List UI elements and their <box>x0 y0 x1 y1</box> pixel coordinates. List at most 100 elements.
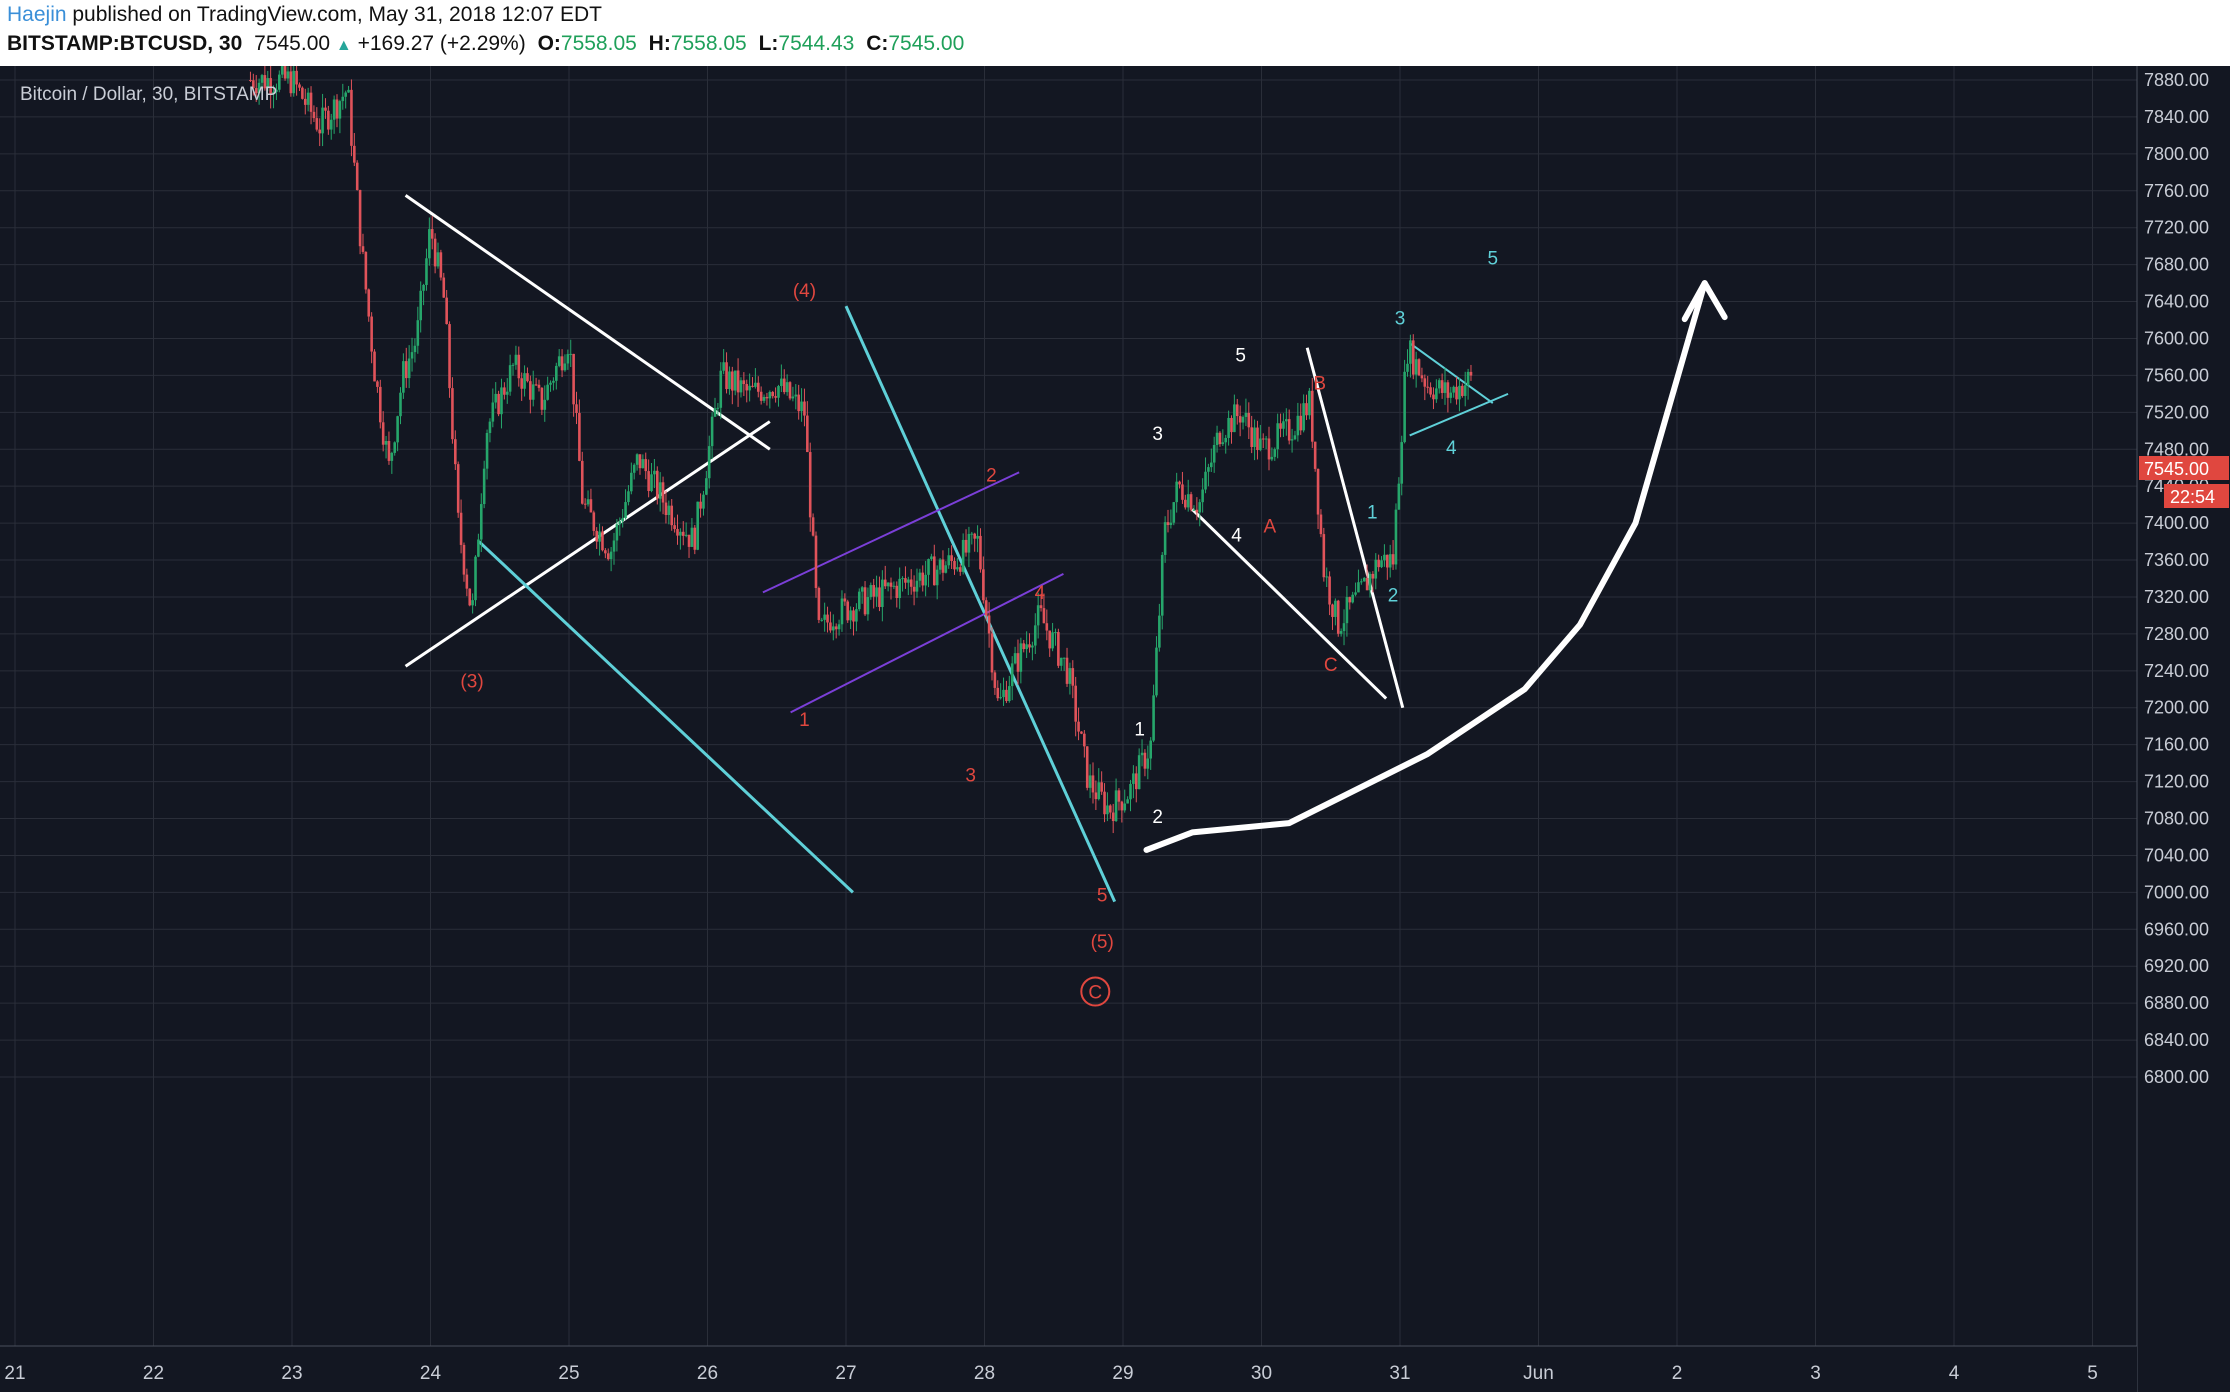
wave-label: C <box>1324 655 1338 676</box>
candle-body <box>664 502 668 516</box>
author-link[interactable]: Haejin <box>7 3 67 26</box>
low-label: L: <box>758 32 779 55</box>
candle-body <box>1224 437 1228 443</box>
candle-body <box>1207 467 1210 472</box>
candle-body <box>1348 597 1352 603</box>
candle-body <box>679 531 682 536</box>
candle-body <box>1463 385 1467 396</box>
candle-body <box>935 569 939 586</box>
price-tick-label: 7080.00 <box>2144 809 2209 829</box>
grid-lines <box>0 66 2137 1346</box>
candle-body <box>384 440 388 445</box>
candle-body <box>999 697 1002 699</box>
candle-body <box>286 71 290 79</box>
candle-body <box>667 505 671 516</box>
candle-body <box>578 412 581 461</box>
candle-body <box>430 229 434 239</box>
candle-body <box>1293 435 1297 440</box>
candle-body <box>1264 438 1268 440</box>
candle-body <box>327 110 330 130</box>
candle-body <box>728 371 731 390</box>
candle-body <box>973 533 976 539</box>
candle-body <box>272 91 275 95</box>
candle-body <box>1403 371 1406 443</box>
candle-body <box>1192 509 1196 511</box>
candle-body <box>1169 522 1173 526</box>
candle-body <box>647 471 650 491</box>
candle-body <box>471 600 474 606</box>
candle-body <box>976 535 979 539</box>
candle-body <box>1267 438 1271 460</box>
candle-body <box>378 386 382 423</box>
candle-body <box>774 396 777 398</box>
candle-body <box>1458 385 1461 400</box>
high-label: H: <box>648 32 671 55</box>
candle-body <box>1137 755 1141 790</box>
candle-body <box>615 524 619 541</box>
candle-body <box>373 351 376 382</box>
candle-body <box>505 391 509 395</box>
candle-body <box>658 482 662 499</box>
candle-body <box>1065 657 1069 684</box>
candle-body <box>1103 791 1106 815</box>
candle-body <box>958 567 962 572</box>
candle-body <box>1250 427 1253 448</box>
price-tick-label: 6840.00 <box>2144 1030 2209 1050</box>
candle-body <box>673 525 676 530</box>
wave-label: B <box>1313 373 1326 394</box>
candle-body <box>1152 695 1155 741</box>
candle-body <box>1334 600 1337 617</box>
candle-body <box>1175 481 1178 503</box>
candle-body <box>797 394 800 412</box>
candle-body <box>739 380 743 393</box>
candle-body <box>1132 773 1135 784</box>
candle-body <box>1357 582 1360 593</box>
candle-body <box>953 560 956 570</box>
candle-body <box>1409 340 1412 364</box>
price-tick-label: 7040.00 <box>2144 845 2209 865</box>
candle-body <box>404 361 408 379</box>
price-axis-panel[interactable] <box>2137 66 2230 1392</box>
time-axis-panel[interactable] <box>0 1346 2137 1392</box>
candle-body <box>1452 386 1455 393</box>
candle-body <box>725 362 728 390</box>
downtrend-line <box>844 305 1117 903</box>
date-tick-label: 22 <box>143 1363 164 1384</box>
wave-label: 4 <box>1035 583 1046 604</box>
candle-body <box>1302 403 1305 431</box>
candle-body <box>292 70 296 94</box>
candle-body <box>465 574 469 589</box>
candle-body <box>456 464 460 513</box>
candle-body <box>260 75 264 83</box>
candle-body <box>635 454 639 465</box>
candle-body <box>653 470 656 475</box>
price-tick-label: 7760.00 <box>2144 181 2209 201</box>
candle-body <box>1068 668 1072 684</box>
candle-body <box>759 391 763 401</box>
candle-body <box>410 352 414 359</box>
wedge-upper-line <box>404 194 771 451</box>
date-tick-label: 2 <box>1672 1363 1683 1384</box>
price-tick-label: 7560.00 <box>2144 365 2209 385</box>
publish-line: Haejin published on TradingView.com, May… <box>7 3 602 27</box>
candle-body <box>491 402 495 422</box>
candle-body <box>1432 394 1435 400</box>
candle-body <box>413 345 417 353</box>
price-tick-label: 7200.00 <box>2144 698 2209 718</box>
candle-body <box>644 459 648 472</box>
candle-body <box>1235 404 1239 417</box>
candle-body <box>950 555 953 561</box>
candle-body <box>612 540 616 552</box>
candle-body <box>1394 509 1398 565</box>
candle-body <box>722 362 725 371</box>
date-tick-label: 26 <box>697 1363 718 1384</box>
candle-body <box>1276 423 1279 450</box>
candle-body <box>820 619 824 621</box>
candle-body <box>1209 462 1213 468</box>
candle-body <box>355 162 359 191</box>
candle-body <box>624 502 627 519</box>
ohlc-line: BITSTAMP:BTCUSD, 30 7545.00 ▲ +169.27 (+… <box>7 32 964 56</box>
candle-body <box>710 416 714 447</box>
candle-body <box>485 432 489 469</box>
